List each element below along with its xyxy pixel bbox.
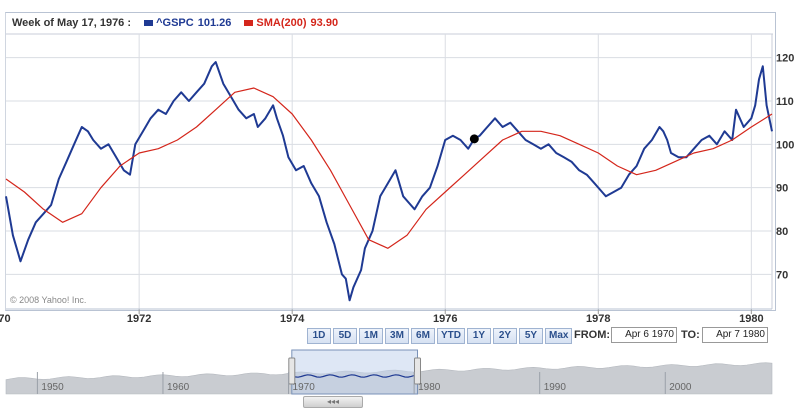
navigator-selection-line [291,374,418,378]
navigator-tick-label: 1970 [293,382,316,393]
navigator-left-handle[interactable] [288,357,296,385]
y-tick-label: 110 [776,96,794,108]
navigator-tick-label: 1980 [418,382,441,393]
range-button-5y[interactable]: 5Y [519,328,543,344]
range-button-6m[interactable]: 6M [411,328,435,344]
navigator-tick-label: 2000 [669,382,692,393]
to-label: TO: [681,329,700,341]
sma-series-name: SMA(200) [256,17,307,29]
x-tick-label: 1978 [586,313,610,325]
navigator-tick-label: 1990 [544,382,567,393]
from-date-input[interactable]: Apr 6 1970 [611,327,677,343]
y-tick-label: 90 [776,183,788,195]
navigator-tick-label: 1960 [167,382,190,393]
to-date-input[interactable]: Apr 7 1980 [702,327,768,343]
range-button-max[interactable]: Max [545,328,573,344]
x-tick-label: 1976 [433,313,457,325]
from-label: FROM: [574,329,611,341]
price-series-value: 101.26 [197,17,232,29]
navigator-tick-label: 1950 [41,382,64,393]
y-tick-label: 80 [776,226,788,238]
info-bar: Week of May 17, 1976 : ^GSPC 101.26 SMA(2… [12,17,338,29]
x-tick-label: 1980 [739,313,763,325]
range-button-ytd[interactable]: YTD [437,328,465,344]
navigator-scrollbar-thumb[interactable]: ◂◂◂ [303,396,363,408]
y-tick-label: 100 [776,139,794,151]
price-series-name: ^GSPC [156,17,194,29]
sma-series-line [5,87,773,249]
chart-frame [5,12,776,311]
x-tick-label: 1972 [127,313,151,325]
sma-swatch [244,19,254,26]
range-button-1d[interactable]: 1D [307,328,331,344]
price-series-line [5,61,773,302]
range-button-5d[interactable]: 5D [333,328,357,344]
y-tick-label: 120 [776,53,794,65]
x-tick-label: 1970 [0,313,11,325]
x-tick-label: 1974 [280,313,305,325]
range-button-1m[interactable]: 1M [359,328,383,344]
navigator-right-handle[interactable] [414,357,422,385]
range-button-group: 1D 5D 1M 3M 6M YTD 1Y 2Y 5Y Max [307,328,573,344]
price-swatch [144,19,154,26]
y-tick-label: 70 [776,269,788,281]
sma-series-value: 93.90 [310,17,339,29]
copyright-text: © 2008 Yahoo! Inc. [10,295,87,305]
range-button-2y[interactable]: 2Y [493,328,517,344]
week-label: Week of May 17, 1976 : [12,17,132,29]
hover-point-marker [469,134,479,144]
range-button-1y[interactable]: 1Y [467,328,491,344]
range-button-3m[interactable]: 3M [385,328,409,344]
